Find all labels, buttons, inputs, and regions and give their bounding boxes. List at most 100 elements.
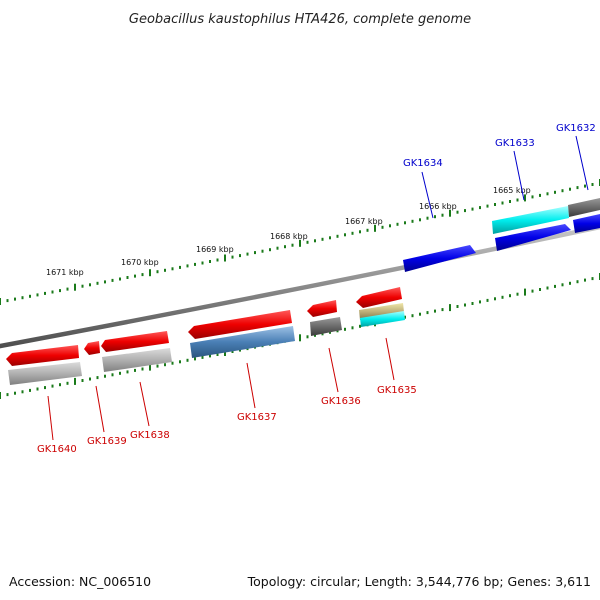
upper-tick-mark	[81, 284, 84, 288]
lower-tick-mark	[569, 281, 571, 285]
lower-tick-mark	[29, 388, 31, 392]
gene-arrow-gk1633[interactable]	[495, 224, 571, 251]
feature-dark-grey-upper[interactable]	[568, 198, 600, 217]
lower-tick-mark	[509, 294, 511, 298]
upper-tick-mark	[299, 239, 301, 247]
lower-tick-mark	[531, 289, 534, 293]
gene-label-gk1636[interactable]: GK1636	[321, 396, 361, 407]
upper-tick-mark	[426, 216, 429, 220]
lower-tick-mark	[44, 386, 46, 390]
upper-tick-mark	[471, 207, 474, 211]
gene-arrow-gk1640[interactable]	[6, 345, 79, 366]
leader-line-gk1640	[47, 395, 54, 441]
upper-tick-mark	[0, 298, 1, 305]
gene-arrow-gk1637[interactable]	[188, 310, 292, 339]
gene-arrow-gk1635[interactable]	[356, 287, 402, 308]
lower-tick-mark	[591, 277, 594, 281]
feature-grey-gk1638[interactable]	[102, 348, 172, 372]
lower-tick-mark	[164, 363, 166, 367]
upper-tick-mark	[164, 268, 166, 272]
upper-tick-mark	[254, 251, 256, 255]
upper-tick-mark	[29, 294, 31, 298]
upper-tick-mark	[276, 246, 279, 250]
upper-tick-mark	[449, 209, 451, 217]
lower-tick-mark	[479, 300, 481, 304]
gene-arrow-gk1639[interactable]	[84, 341, 100, 355]
upper-tick-mark	[156, 270, 159, 274]
gene-arrow-gk1636[interactable]	[307, 300, 337, 317]
lower-tick-mark	[516, 292, 519, 296]
gene-label-gk1638[interactable]: GK1638	[130, 430, 170, 441]
gene-arrow-gk1632[interactable]	[573, 214, 600, 233]
lower-tick-mark	[209, 354, 211, 358]
lower-tick-mark	[359, 324, 361, 328]
gene-label-gk1635[interactable]: GK1635	[377, 385, 417, 396]
kbp-label: 1666 kbp	[419, 202, 457, 211]
upper-tick-mark	[456, 210, 459, 214]
upper-tick-mark	[209, 260, 211, 263]
upper-tick-mark	[231, 255, 234, 259]
gene-label-gk1634[interactable]: GK1634	[403, 158, 443, 169]
feature-cyan-gk1635[interactable]	[360, 311, 405, 327]
upper-tick-mark	[501, 201, 504, 205]
lower-tick-mark	[351, 326, 354, 330]
upper-tick-mark	[464, 209, 466, 213]
genome-summary-text: Topology: circular; Length: 3,544,776 bp…	[247, 574, 591, 589]
lower-tick-mark	[426, 311, 429, 315]
lower-tick-mark	[134, 368, 136, 372]
upper-tick-mark	[321, 237, 324, 241]
lower-tick-mark	[486, 298, 489, 302]
lower-tick-mark	[524, 288, 526, 296]
feature-olive-gk1635[interactable]	[359, 303, 404, 320]
gene-label-gk1633[interactable]: GK1633	[495, 138, 535, 149]
genome-title: Geobacillus kaustophilus HTA426, complet…	[129, 12, 471, 27]
gene-label-gk1632[interactable]: GK1632	[556, 123, 596, 134]
lower-tick-mark	[539, 288, 541, 291]
kbp-label: 1671 kbp	[46, 268, 84, 277]
lower-tick-mark	[239, 348, 241, 352]
upper-tick-mark	[66, 287, 69, 291]
upper-tick-mark	[261, 249, 264, 253]
feature-cyan[interactable]	[492, 206, 569, 234]
upper-tick-mark	[14, 297, 16, 301]
upper-tick-mark	[119, 277, 121, 281]
lower-tick-mark	[179, 360, 181, 364]
gene-label-gk1640[interactable]: GK1640	[37, 444, 77, 455]
upper-tick-mark	[194, 262, 196, 266]
upper-tick-mark	[284, 245, 286, 249]
gene-label-gk1637[interactable]: GK1637	[237, 412, 277, 423]
gene-labels: GK1634 GK1633 GK1632 GK1640 GK1639 GK163…	[37, 123, 596, 455]
forward-strand-features	[403, 198, 600, 272]
gene-label-gk1639[interactable]: GK1639	[87, 436, 127, 447]
feature-grey-gk1640[interactable]	[8, 362, 82, 385]
lower-tick-mark	[434, 309, 436, 313]
gene-arrow-gk1638[interactable]	[101, 331, 169, 352]
gene-arrow-gk1634[interactable]	[403, 245, 476, 272]
lower-tick-mark	[149, 363, 151, 371]
upper-tick-mark	[126, 276, 129, 279]
upper-tick-mark	[381, 225, 384, 229]
lower-tick-mark	[14, 391, 16, 395]
lower-tick-mark	[216, 353, 219, 356]
upper-tick-mark	[524, 194, 526, 202]
leader-line-gk1638	[139, 381, 150, 427]
lower-tick-mark	[419, 312, 421, 316]
feature-steel-gk1637[interactable]	[190, 326, 295, 358]
lower-tick-mark	[546, 286, 549, 290]
upper-tick-mark	[531, 195, 534, 199]
upper-tick-mark	[479, 206, 481, 210]
lower-tick-mark	[411, 314, 414, 318]
feature-dark-grey-gk1636[interactable]	[310, 317, 342, 336]
kbp-label: 1665 kbp	[493, 186, 531, 195]
upper-tick-mark	[509, 200, 511, 203]
upper-tick-mark	[246, 252, 249, 256]
lower-tick-mark	[81, 379, 84, 382]
lower-tick-mark	[96, 376, 99, 380]
upper-tick-mark	[576, 186, 579, 190]
lower-tick-mark	[299, 334, 301, 342]
upper-tick-mark	[134, 274, 136, 278]
label-leaders	[47, 135, 589, 441]
lower-tick-mark	[66, 381, 69, 385]
lower-tick-mark	[494, 297, 496, 301]
upper-tick-mark	[149, 269, 151, 277]
